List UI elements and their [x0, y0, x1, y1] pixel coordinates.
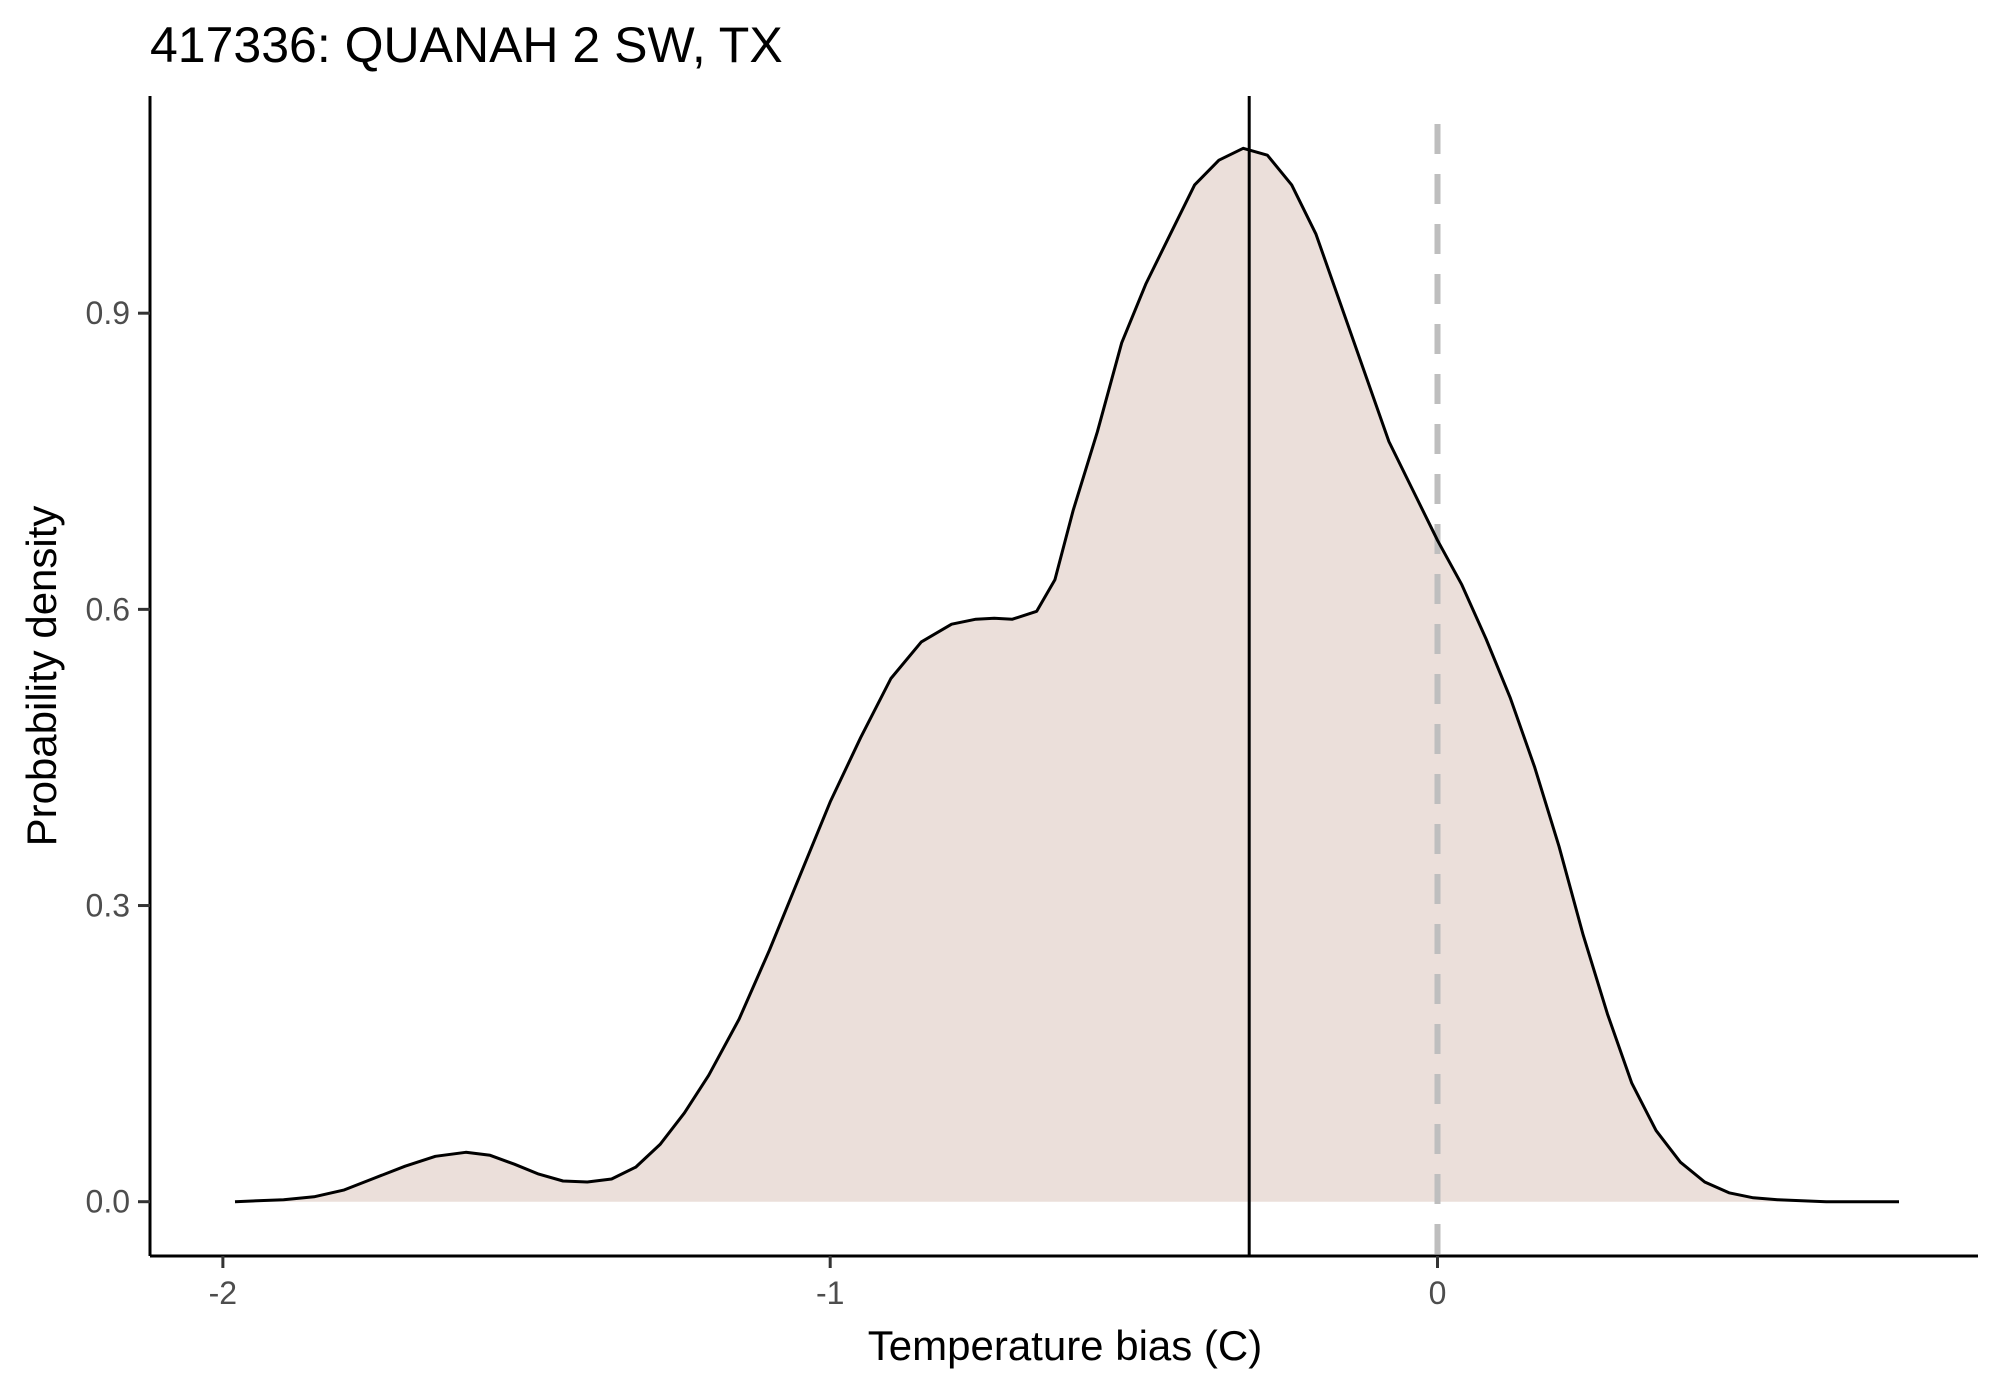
chart-title: 417336: QUANAH 2 SW, TX [150, 17, 783, 73]
y-tick-label: 0.9 [86, 295, 130, 331]
y-axis-ticks: 0.0 0.3 0.6 0.9 [86, 295, 150, 1220]
x-tick-label: 0 [1429, 1275, 1447, 1311]
density-curve [234, 146, 1899, 1204]
y-tick-label: 0.6 [86, 591, 130, 627]
x-axis-ticks: -2 -1 0 [209, 1256, 1447, 1311]
x-tick-label: -1 [816, 1275, 844, 1311]
plot-area [234, 96, 1899, 1256]
y-axis-title: Probability density [18, 506, 65, 847]
x-tick-label: -2 [209, 1275, 237, 1311]
x-axis-title: Temperature bias (C) [868, 1322, 1262, 1369]
y-tick-label: 0.0 [86, 1184, 130, 1220]
density-area [235, 148, 1899, 1202]
y-tick-label: 0.3 [86, 888, 130, 924]
